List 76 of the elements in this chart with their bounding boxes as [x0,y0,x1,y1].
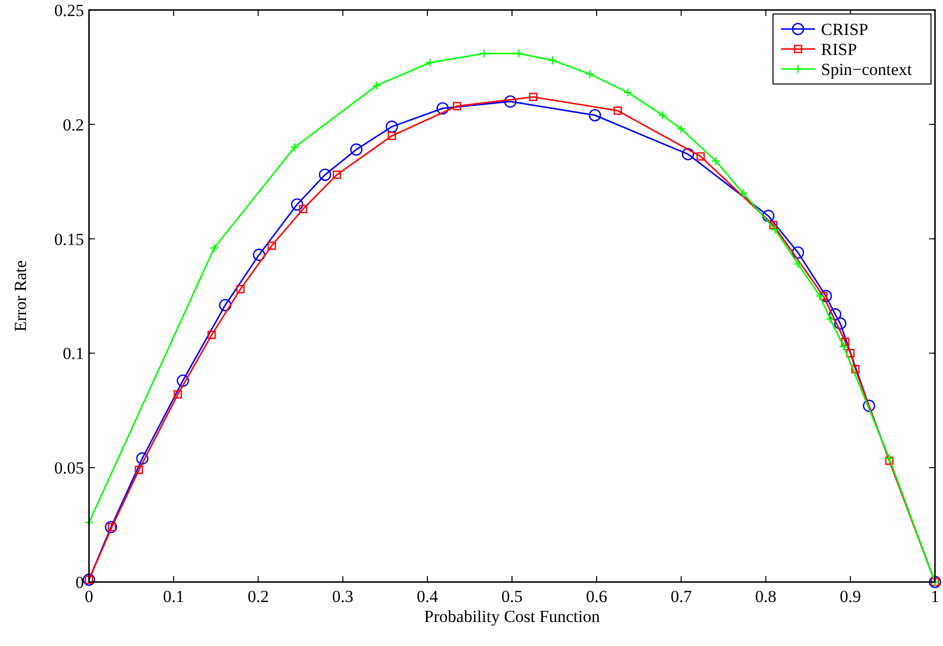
y-tick-label: 0 [76,573,84,592]
x-tick-label: 0.5 [501,587,523,606]
point [436,102,449,115]
x-tick-label: 0.4 [416,587,439,606]
point [834,317,846,330]
point [388,132,396,140]
point [623,88,633,98]
point [318,168,332,181]
point [884,454,894,464]
point [793,259,803,269]
point [846,349,855,358]
point [104,520,118,534]
point [210,243,219,253]
y-tick-label: 0.2 [62,115,84,134]
point [529,92,538,102]
point [696,152,705,161]
point [588,109,602,122]
point [838,342,848,351]
point [676,124,686,134]
y-tick-label: 0.05 [54,458,84,478]
point [658,110,668,120]
x-tick-label: 0.2 [248,587,269,606]
point [862,400,876,412]
y-tick-label: 0.1 [62,344,84,364]
point [332,170,342,179]
point [208,330,216,340]
point [452,102,462,110]
point [350,143,362,156]
point [851,365,860,374]
x-tick-label: 0.7 [670,587,692,606]
point [841,338,850,346]
point [829,308,842,320]
point [711,156,721,166]
y-axis-title: Error Rate [11,260,30,332]
point [134,466,144,474]
point [820,290,832,302]
point [548,56,558,65]
point [514,48,524,58]
point [504,95,516,108]
x-tick-label: 0.1 [162,587,184,606]
x-tick-label: 0.8 [755,587,776,606]
point [268,242,276,250]
point [386,120,398,133]
point [219,299,232,312]
point [585,69,594,79]
point [614,106,622,115]
x-tick-label: 0.6 [586,587,608,606]
point [815,291,825,301]
point [136,452,148,465]
point [738,188,748,198]
point [885,456,894,465]
point [425,58,435,68]
legend-label: Spin−context [821,60,912,79]
point [290,142,300,152]
legend-label: RISP [821,40,857,59]
point [252,248,266,261]
point [174,390,182,399]
point [176,374,190,387]
point [479,48,489,58]
point [762,210,774,222]
point [792,246,804,259]
x-axis-title: Probability Cost Function [424,607,600,626]
point [372,80,382,90]
point [769,220,778,230]
legend-label: CRISP [821,20,868,39]
x-tick-label: 0.9 [840,587,862,606]
x-tick-label: 0.3 [332,587,354,606]
point [290,198,304,211]
x-tick-label: 1 [930,587,940,606]
point [298,204,308,214]
point [825,314,835,324]
y-tick-label: 0.15 [54,230,84,249]
y-tick-label: 0.25 [54,1,84,20]
point [236,284,245,294]
point [770,225,780,234]
point [682,148,694,160]
